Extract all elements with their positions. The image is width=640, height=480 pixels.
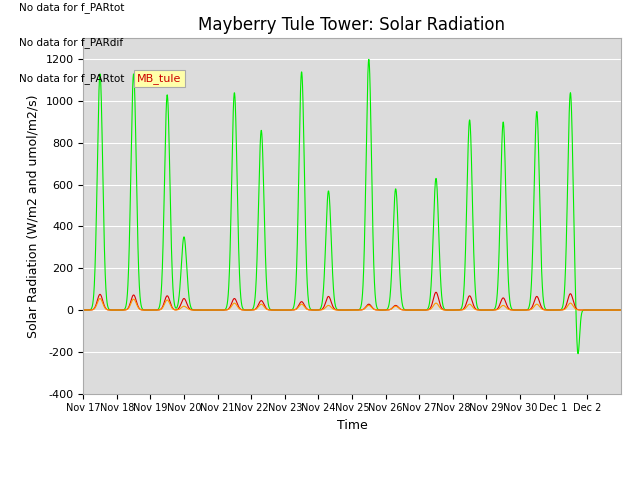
Text: No data for f_PARtot: No data for f_PARtot [19, 2, 124, 13]
Text: MB_tule: MB_tule [137, 73, 181, 84]
PAR Tule [611, 307, 619, 313]
PAR Tule [502, 305, 510, 311]
Line: PAR Tule: PAR Tule [83, 299, 621, 310]
PAR Water [468, 299, 476, 304]
Text: No data for f_PARdif: No data for f_PARdif [19, 37, 123, 48]
Line: PAR In: PAR In [83, 60, 621, 354]
PAR Tule [468, 303, 476, 309]
Line: PAR Water: PAR Water [83, 292, 621, 310]
PAR Water [79, 307, 87, 313]
PAR Water [189, 307, 197, 313]
PAR Tule [189, 307, 197, 313]
PAR Tule [421, 307, 429, 313]
PAR Tule [617, 307, 625, 313]
PAR In [574, 351, 582, 357]
PAR In [468, 190, 476, 195]
PAR Tule [96, 296, 104, 301]
PAR In [189, 307, 197, 312]
PAR Water [502, 301, 510, 307]
Legend: PAR Water, PAR Tule, PAR In: PAR Water, PAR Tule, PAR In [188, 478, 516, 480]
PAR In [421, 307, 429, 313]
PAR Water [611, 307, 619, 313]
PAR In [502, 220, 510, 226]
PAR In [535, 156, 543, 162]
PAR Water [535, 297, 543, 302]
X-axis label: Time: Time [337, 419, 367, 432]
PAR In [79, 307, 87, 313]
Title: Mayberry Tule Tower: Solar Radiation: Mayberry Tule Tower: Solar Radiation [198, 16, 506, 34]
Text: No data for f_PARtot: No data for f_PARtot [19, 73, 124, 84]
PAR Water [432, 289, 440, 295]
PAR Water [421, 307, 429, 313]
PAR Water [617, 307, 625, 313]
PAR In [365, 57, 372, 62]
PAR In [611, 307, 619, 313]
PAR In [617, 307, 625, 313]
Y-axis label: Solar Radiation (W/m2 and umol/m2/s): Solar Radiation (W/m2 and umol/m2/s) [27, 94, 40, 338]
PAR Tule [535, 303, 543, 309]
PAR Tule [79, 307, 87, 313]
